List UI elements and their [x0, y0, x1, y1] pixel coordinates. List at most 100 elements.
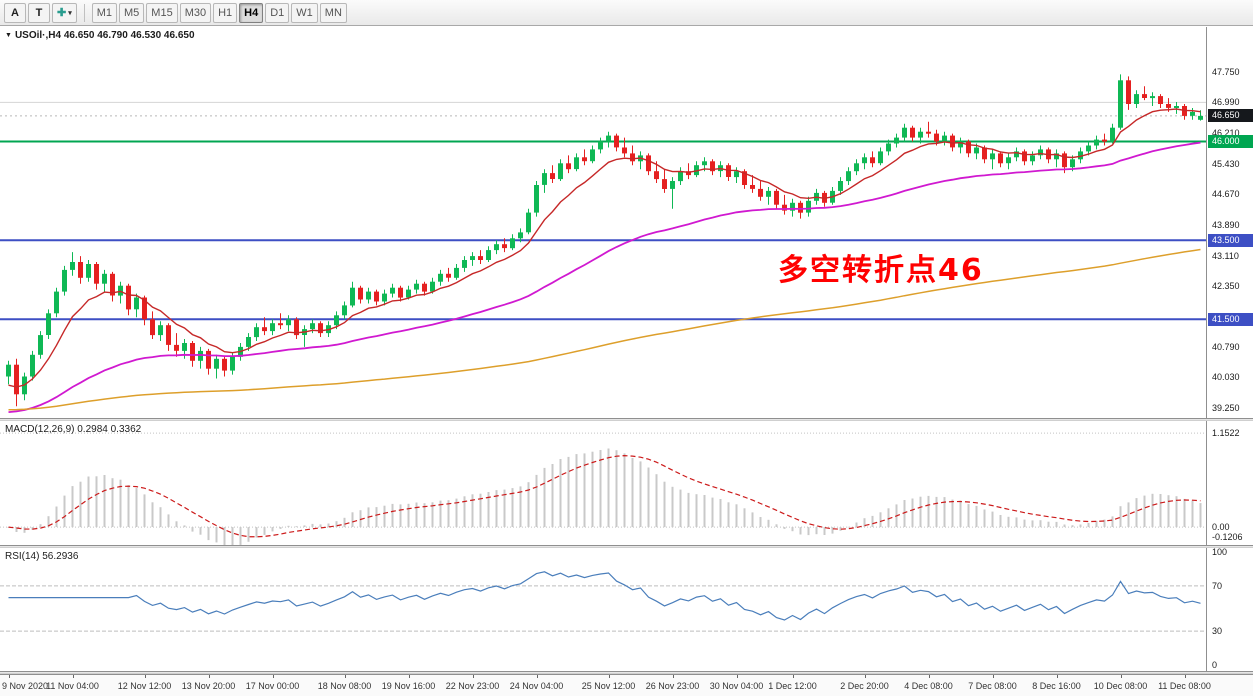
symbol-title: USOil·,H4 [14, 30, 62, 41]
price-axis-label: -0.1206 [1212, 531, 1243, 542]
timeframe-button-w1[interactable]: W1 [291, 2, 318, 23]
time-tick [1056, 675, 1058, 678]
time-tick [208, 675, 210, 678]
time-axis-label: 11 Nov 04:00 [46, 681, 99, 691]
main-chart-pane[interactable]: ▼ USOil·,H4 46.650 46.790 46.530 46.650 多… [0, 27, 1206, 418]
time-axis-label: 26 Nov 23:00 [645, 681, 700, 691]
time-tick [1184, 675, 1186, 678]
price-axis-label: 44.670 [1212, 189, 1240, 200]
macd-signal-line [8, 454, 1201, 538]
price-axis-label: 39.250 [1212, 403, 1240, 414]
macd-pane[interactable]: MACD(12,26,9) 0.2984 0.3362 [0, 421, 1206, 545]
pane-splitter-macd[interactable] [0, 418, 1253, 421]
price-axis-label: 70 [1212, 580, 1223, 591]
time-tick [8, 675, 10, 678]
candles-group [6, 74, 1203, 407]
time-tick [864, 675, 866, 678]
time-tick [536, 675, 538, 678]
time-axis-label: 1 Dec 12:00 [768, 681, 817, 691]
rsi-plot[interactable] [0, 548, 1206, 671]
time-tick [672, 675, 674, 678]
time-axis-label: 24 Nov 04:00 [509, 681, 564, 691]
time-tick [344, 675, 346, 678]
ohlc-values: 46.650 46.790 46.530 46.650 [63, 30, 195, 41]
horizontal-line-objects[interactable] [0, 140, 1206, 321]
time-axis-label: 18 Nov 08:00 [317, 681, 372, 691]
rsi-label: RSI(14) 56.2936 [5, 551, 79, 562]
time-axis-label: 12 Nov 12:00 [117, 681, 172, 691]
chart-annotation-text[interactable]: 多空转折点46 [778, 253, 984, 288]
time-tick [928, 675, 930, 678]
price-axis-label: 45.430 [1212, 159, 1240, 170]
price-axis-label: 100 [1212, 547, 1228, 557]
arrow-tool-button[interactable]: A [4, 2, 26, 23]
text-tool-button[interactable]: T [28, 2, 50, 23]
draw-tool-button[interactable]: ✚ ▾ [52, 2, 77, 23]
time-axis-label: 10 Dec 08:00 [1093, 681, 1148, 691]
chevron-down-icon: ▾ [68, 9, 72, 17]
time-tick [472, 675, 474, 678]
time-tick [72, 675, 74, 678]
time-axis-label: 22 Nov 23:00 [445, 681, 500, 691]
rsi-line [8, 571, 1201, 621]
timeframe-button-m1[interactable]: M1 [91, 2, 118, 23]
timeframe-button-h4[interactable]: H4 [239, 2, 264, 23]
ma-mid-magenta [8, 141, 1201, 413]
timeframe-button-group: M1 M5 M15 M30 H1 H4 D1 W1 MN [91, 2, 347, 23]
macd-histogram [7, 448, 1202, 545]
time-tick [272, 675, 274, 678]
candlestick-chart[interactable] [0, 27, 1206, 418]
toolbar-separator [83, 3, 85, 22]
time-tick [1120, 675, 1122, 678]
price-axis-label: 1.1522 [1212, 428, 1240, 439]
macd-label: MACD(12,26,9) 0.2984 0.3362 [5, 424, 142, 435]
macd-plot[interactable] [0, 421, 1206, 545]
collapse-triangle-icon[interactable]: ▼ [5, 32, 12, 39]
time-axis-label: 19 Nov 16:00 [381, 681, 436, 691]
price-axis-label: 47.750 [1212, 67, 1240, 78]
moving-average-lines [8, 108, 1201, 413]
pane-splitter-rsi[interactable] [0, 545, 1253, 548]
ma-fast-red [8, 108, 1201, 388]
time-axis-label: 17 Nov 00:00 [245, 681, 300, 691]
rsi-pane[interactable]: RSI(14) 56.2936 [0, 548, 1206, 671]
timeframe-button-m5[interactable]: M5 [119, 2, 145, 23]
timeframe-button-d1[interactable]: D1 [265, 2, 290, 23]
price-line-badge: 46.000 [1208, 135, 1253, 149]
symbol-ohlc-label: ▼ USOil·,H4 46.650 46.790 46.530 46.650 [5, 30, 195, 41]
pane-splitter-bottom[interactable] [0, 671, 1253, 674]
timeframe-button-m30[interactable]: M30 [179, 2, 212, 23]
crosshair-icon: ✚ [57, 7, 67, 19]
ma-slow-orange [8, 248, 1201, 411]
timeframe-button-m15[interactable]: M15 [146, 2, 178, 23]
time-tick [736, 675, 738, 678]
time-axis-label: 2 Dec 20:00 [840, 681, 889, 691]
price-axis[interactable]: 47.750 46.990 46.210 45.430 44.670 43.890 43.1… [1206, 27, 1253, 673]
price-axis-label: 43.890 [1212, 219, 1240, 230]
price-axis-label: 0 [1212, 660, 1218, 670]
time-tick [408, 675, 410, 678]
time-axis-label: 7 Dec 08:00 [968, 681, 1017, 691]
price-axis-label: 42.350 [1212, 280, 1240, 291]
time-axis-label: 11 Dec 08:00 [1158, 681, 1211, 691]
price-line-badge: 41.500 [1208, 312, 1253, 326]
time-axis-label: 30 Nov 04:00 [709, 681, 764, 691]
time-axis-label: 8 Dec 16:00 [1032, 681, 1081, 691]
time-axis-label: 4 Dec 08:00 [904, 681, 953, 691]
price-axis-label: 46.210 [1212, 128, 1240, 139]
time-axis-label: 9 Nov 2020 [2, 681, 49, 691]
price-line-badge: 46.650 [1208, 109, 1253, 123]
time-tick [792, 675, 794, 678]
time-tick [608, 675, 610, 678]
time-axis[interactable]: 9 Nov 2020 11 Nov 04:00 12 Nov 12:00 13 Nov… [0, 674, 1253, 696]
price-axis-label: 46.990 [1212, 97, 1240, 108]
price-axis-label: 30 [1212, 626, 1223, 637]
price-line-badge: 43.500 [1208, 233, 1253, 247]
time-tick [992, 675, 994, 678]
timeframe-button-h1[interactable]: H1 [213, 2, 238, 23]
chart-toolbar: A T ✚ ▾ M1 M5 M15 M30 H1 H4 D1 W1 MN [0, 0, 1253, 26]
time-axis-label: 25 Nov 12:00 [581, 681, 636, 691]
timeframe-button-mn[interactable]: MN [319, 2, 347, 23]
price-axis-label: 43.110 [1212, 250, 1239, 261]
